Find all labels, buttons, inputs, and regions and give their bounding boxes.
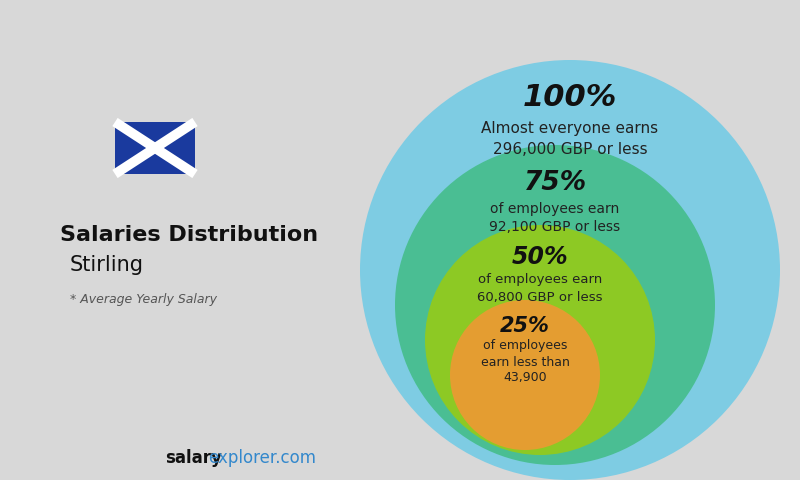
Text: 296,000 GBP or less: 296,000 GBP or less (493, 142, 647, 156)
Text: salary: salary (165, 449, 222, 467)
Text: 43,900: 43,900 (503, 372, 547, 384)
Circle shape (425, 225, 655, 455)
Text: 60,800 GBP or less: 60,800 GBP or less (478, 290, 602, 303)
Circle shape (360, 60, 780, 480)
Text: Almost everyone earns: Almost everyone earns (482, 120, 658, 135)
Text: 100%: 100% (523, 84, 617, 112)
Text: of employees earn: of employees earn (490, 202, 620, 216)
Text: 50%: 50% (512, 245, 568, 269)
FancyBboxPatch shape (115, 122, 195, 174)
Text: Stirling: Stirling (70, 255, 144, 275)
Text: 92,100 GBP or less: 92,100 GBP or less (490, 220, 621, 234)
Text: Salaries Distribution: Salaries Distribution (60, 225, 318, 245)
Circle shape (395, 145, 715, 465)
Text: 75%: 75% (523, 170, 586, 196)
Circle shape (450, 300, 600, 450)
Text: * Average Yearly Salary: * Average Yearly Salary (70, 293, 217, 307)
Text: of employees: of employees (483, 339, 567, 352)
Text: explorer.com: explorer.com (208, 449, 316, 467)
Text: earn less than: earn less than (481, 356, 570, 369)
Text: 25%: 25% (500, 316, 550, 336)
Text: of employees earn: of employees earn (478, 274, 602, 287)
